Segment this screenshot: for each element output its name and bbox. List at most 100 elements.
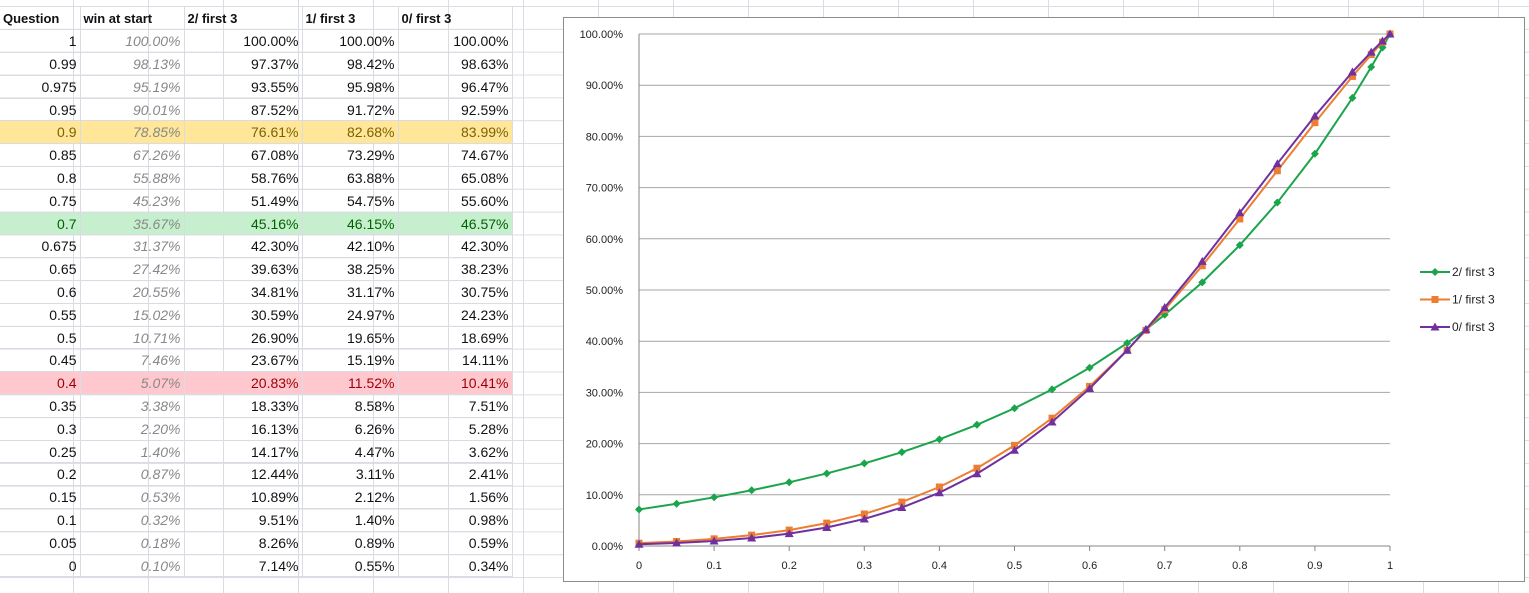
cell-question[interactable]: 0 xyxy=(0,554,81,578)
cell-2-first-3[interactable]: 12.44% xyxy=(184,462,303,487)
cell-win-at-start[interactable]: 78.85% xyxy=(80,120,185,145)
cell-0-first-3[interactable]: 42.30% xyxy=(398,234,513,259)
cell-question[interactable]: 0.7 xyxy=(0,212,81,236)
cell-2-first-3[interactable]: 20.83% xyxy=(184,371,303,396)
cell-win-at-start[interactable]: 15.02% xyxy=(80,303,185,327)
cell-1-first-3[interactable]: 1.40% xyxy=(302,508,399,532)
cell-1-first-3[interactable]: 11.52% xyxy=(302,371,399,396)
cell-question[interactable]: 0.65 xyxy=(0,257,81,282)
cell-2-first-3[interactable]: 87.52% xyxy=(184,98,303,122)
cell-win-at-start[interactable]: 55.88% xyxy=(80,166,185,190)
cell-question[interactable]: 0.05 xyxy=(0,531,81,555)
cell-question[interactable]: 0.99 xyxy=(0,52,81,76)
cell-2-first-3[interactable]: 26.90% xyxy=(184,326,303,350)
cell-question[interactable]: 1 xyxy=(0,29,81,54)
cell-win-at-start[interactable]: 5.07% xyxy=(80,371,185,396)
cell-2-first-3[interactable]: 76.61% xyxy=(184,120,303,145)
cell-0-first-3[interactable]: 38.23% xyxy=(398,257,513,282)
cell-1-first-3[interactable]: 73.29% xyxy=(302,143,399,168)
cell-question[interactable]: 0.5 xyxy=(0,326,81,350)
cell-win-at-start[interactable]: 0.53% xyxy=(80,485,185,510)
cell-2-first-3[interactable]: 30.59% xyxy=(184,303,303,327)
cell-2-first-3[interactable]: 45.16% xyxy=(184,212,303,236)
cell-1-first-3[interactable]: 8.58% xyxy=(302,394,399,418)
cell-win-at-start[interactable]: 98.13% xyxy=(80,52,185,76)
cell-win-at-start[interactable]: 0.10% xyxy=(80,554,185,578)
cell-win-at-start[interactable]: 31.37% xyxy=(80,234,185,259)
cell-2-first-3[interactable]: 51.49% xyxy=(184,189,303,213)
cell-1-first-3[interactable]: 54.75% xyxy=(302,189,399,213)
cell-1-first-3[interactable]: 98.42% xyxy=(302,52,399,76)
cell-0-first-3[interactable]: 83.99% xyxy=(398,120,513,145)
cell-2-first-3[interactable]: 16.13% xyxy=(184,417,303,441)
cell-0-first-3[interactable]: 7.51% xyxy=(398,394,513,418)
cell-1-first-3[interactable]: 19.65% xyxy=(302,326,399,350)
header-1-first-3[interactable]: 1/ first 3 xyxy=(302,7,399,31)
cell-question[interactable]: 0.9 xyxy=(0,120,81,145)
cell-2-first-3[interactable]: 14.17% xyxy=(184,440,303,464)
cell-0-first-3[interactable]: 0.98% xyxy=(398,508,513,532)
cell-2-first-3[interactable]: 34.81% xyxy=(184,280,303,304)
cell-question[interactable]: 0.35 xyxy=(0,394,81,418)
cell-2-first-3[interactable]: 10.89% xyxy=(184,485,303,510)
cell-question[interactable]: 0.85 xyxy=(0,143,81,168)
cell-1-first-3[interactable]: 91.72% xyxy=(302,98,399,122)
cell-0-first-3[interactable]: 18.69% xyxy=(398,326,513,350)
cell-2-first-3[interactable]: 42.30% xyxy=(184,234,303,259)
cell-0-first-3[interactable]: 3.62% xyxy=(398,440,513,464)
cell-2-first-3[interactable]: 100.00% xyxy=(184,29,303,54)
cell-1-first-3[interactable]: 0.89% xyxy=(302,531,399,555)
cell-0-first-3[interactable]: 98.63% xyxy=(398,52,513,76)
cell-1-first-3[interactable]: 24.97% xyxy=(302,303,399,327)
cell-0-first-3[interactable]: 1.56% xyxy=(398,485,513,510)
cell-win-at-start[interactable]: 0.18% xyxy=(80,531,185,555)
cell-0-first-3[interactable]: 5.28% xyxy=(398,417,513,441)
cell-win-at-start[interactable]: 45.23% xyxy=(80,189,185,213)
cell-win-at-start[interactable]: 1.40% xyxy=(80,440,185,464)
cell-2-first-3[interactable]: 39.63% xyxy=(184,257,303,282)
cell-2-first-3[interactable]: 97.37% xyxy=(184,52,303,76)
cell-0-first-3[interactable]: 30.75% xyxy=(398,280,513,304)
cell-2-first-3[interactable]: 23.67% xyxy=(184,348,303,373)
header-win-at-start[interactable]: win at start xyxy=(80,7,185,31)
cell-win-at-start[interactable]: 10.71% xyxy=(80,326,185,350)
cell-win-at-start[interactable]: 0.87% xyxy=(80,462,185,487)
header-question[interactable]: Question xyxy=(0,7,81,31)
cell-0-first-3[interactable]: 65.08% xyxy=(398,166,513,190)
cell-question[interactable]: 0.8 xyxy=(0,166,81,190)
cell-win-at-start[interactable]: 7.46% xyxy=(80,348,185,373)
cell-0-first-3[interactable]: 0.59% xyxy=(398,531,513,555)
cell-win-at-start[interactable]: 35.67% xyxy=(80,212,185,236)
cell-0-first-3[interactable]: 10.41% xyxy=(398,371,513,396)
cell-win-at-start[interactable]: 3.38% xyxy=(80,394,185,418)
cell-question[interactable]: 0.25 xyxy=(0,440,81,464)
cell-win-at-start[interactable]: 95.19% xyxy=(80,75,185,99)
cell-win-at-start[interactable]: 100.00% xyxy=(80,29,185,54)
cell-0-first-3[interactable]: 92.59% xyxy=(398,98,513,122)
cell-0-first-3[interactable]: 46.57% xyxy=(398,212,513,236)
cell-0-first-3[interactable]: 24.23% xyxy=(398,303,513,327)
cell-2-first-3[interactable]: 18.33% xyxy=(184,394,303,418)
cell-2-first-3[interactable]: 8.26% xyxy=(184,531,303,555)
cell-win-at-start[interactable]: 20.55% xyxy=(80,280,185,304)
cell-question[interactable]: 0.975 xyxy=(0,75,81,99)
cell-2-first-3[interactable]: 7.14% xyxy=(184,554,303,578)
cell-question[interactable]: 0.95 xyxy=(0,98,81,122)
cell-1-first-3[interactable]: 46.15% xyxy=(302,212,399,236)
cell-1-first-3[interactable]: 38.25% xyxy=(302,257,399,282)
cell-1-first-3[interactable]: 100.00% xyxy=(302,29,399,54)
cell-question[interactable]: 0.15 xyxy=(0,485,81,510)
cell-question[interactable]: 0.4 xyxy=(0,371,81,396)
cell-question[interactable]: 0.45 xyxy=(0,348,81,373)
cell-0-first-3[interactable]: 96.47% xyxy=(398,75,513,99)
cell-question[interactable]: 0.1 xyxy=(0,508,81,532)
cell-win-at-start[interactable]: 67.26% xyxy=(80,143,185,168)
header-2-first-3[interactable]: 2/ first 3 xyxy=(184,7,303,31)
cell-1-first-3[interactable]: 82.68% xyxy=(302,120,399,145)
line-chart[interactable]: 0.00% 10.00% 20.00% 30.00% 40.00% 50.00% 60.00… xyxy=(563,17,1525,582)
cell-win-at-start[interactable]: 90.01% xyxy=(80,98,185,122)
cell-win-at-start[interactable]: 2.20% xyxy=(80,417,185,441)
cell-1-first-3[interactable]: 3.11% xyxy=(302,462,399,487)
cell-1-first-3[interactable]: 15.19% xyxy=(302,348,399,373)
cell-0-first-3[interactable]: 2.41% xyxy=(398,462,513,487)
